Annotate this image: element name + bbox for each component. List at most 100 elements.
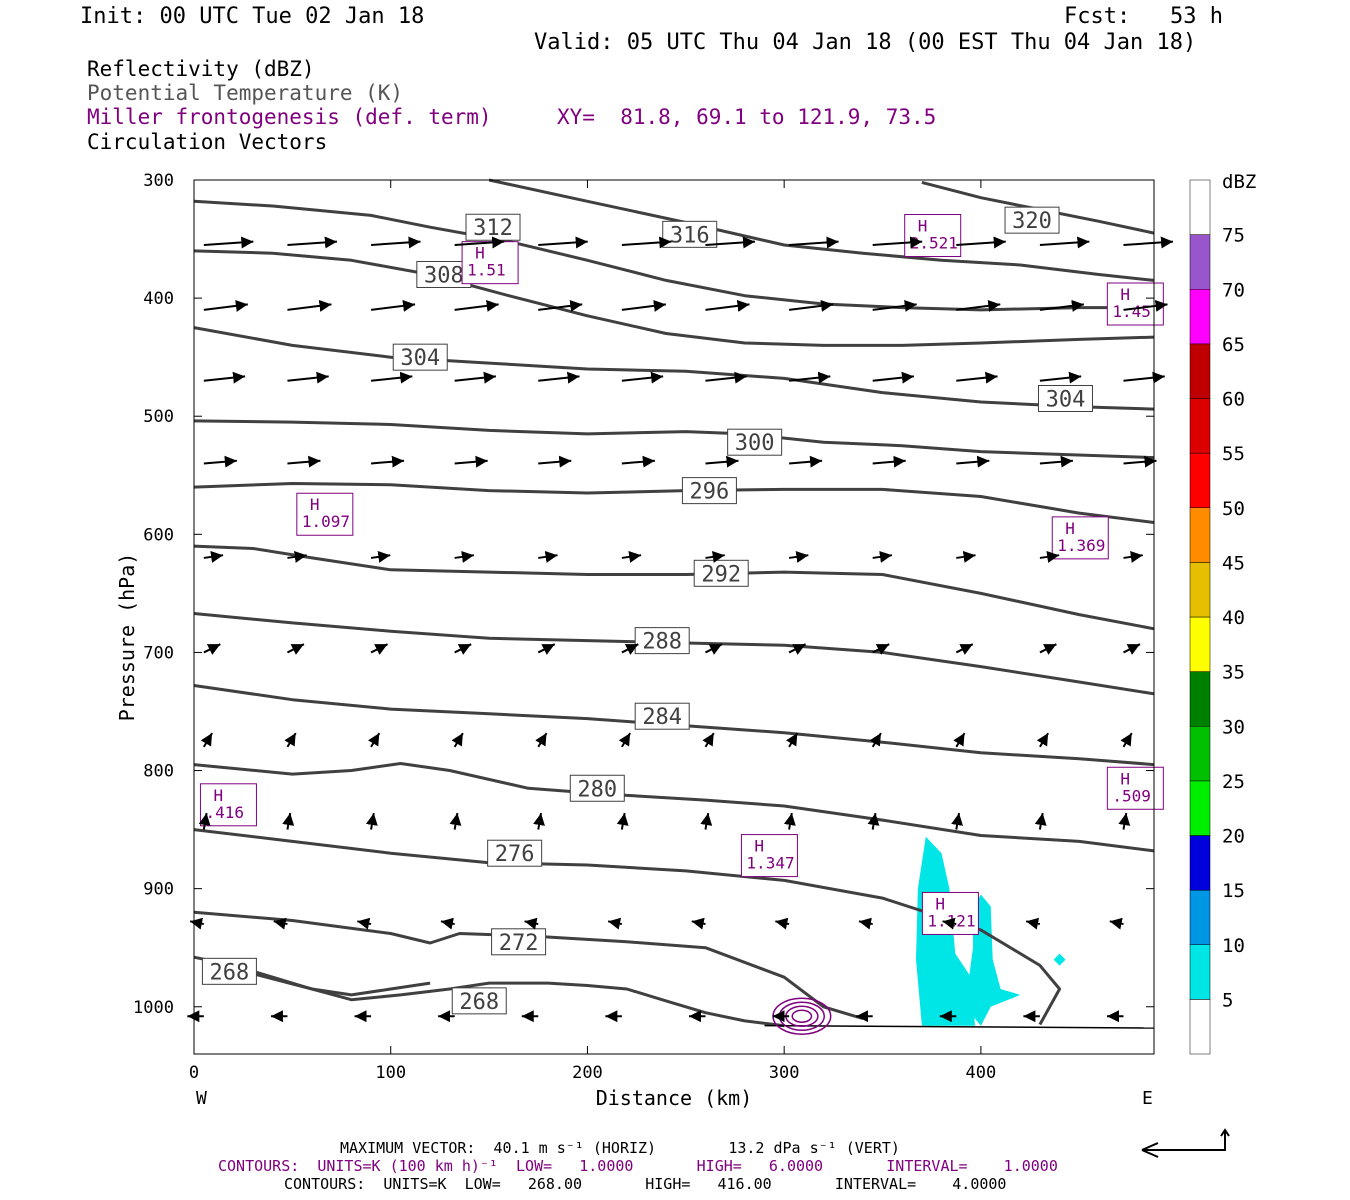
circulation-vector [956,299,1001,312]
colorbar-label: 70 [1222,279,1245,301]
theta-label-288: 288 [642,630,682,655]
y-tick-label: 600 [143,525,174,545]
circulation-vector [702,732,715,748]
colorbar-cell [1189,999,1211,1055]
circulation-vector [1039,643,1057,655]
circulation-vector [789,236,839,249]
colorbar-label: 55 [1222,443,1245,465]
colorbar-cell [1189,507,1211,563]
frontogenesis-box [740,834,798,878]
circulation-vector [621,455,655,468]
circulation-vector [691,917,706,930]
circulation-vector [1039,371,1082,384]
theta-label-box [681,477,737,505]
frontogenesis-label: .509 [1112,786,1151,805]
y-tick-label: 300 [143,171,174,191]
frontogenesis-ring-1 [785,1005,819,1027]
frontogenesis-label: H [310,495,320,514]
circulation-vector [454,371,497,384]
circulation-vector [616,812,629,830]
circulation-vector [786,732,799,748]
circulation-vector [872,550,893,563]
frontogenesis-label: H [1120,769,1130,788]
colorbar-cell [1189,398,1211,454]
circulation-vector [1039,299,1085,312]
colorbar-cell [1189,726,1211,782]
circulation-vector [287,455,321,468]
frontogenesis-box [1051,516,1109,560]
theta-label-268: 268 [210,960,250,985]
circulation-vector [618,732,631,748]
contours-purple-note: CONTOURS: UNITS=K (100 km h)⁻¹ LOW= 1.00… [218,1157,1058,1175]
colorbar-cell [1189,889,1211,945]
y-tick-label: 400 [143,289,174,309]
colorbar-label: 75 [1222,225,1245,247]
circulation-vector [783,812,796,830]
circulation-vector [454,236,505,249]
colorbar-cell [1189,671,1211,727]
circulation-vector [538,455,572,468]
circulation-vector [284,732,297,748]
circulation-vector [788,299,834,312]
circulation-vector [621,236,672,249]
circulation-vector [1120,732,1133,748]
circulation-vector [286,643,305,655]
circulation-vector [956,371,998,384]
frontogenesis-label: 1.45 [1112,302,1151,321]
circulation-vector [788,371,831,384]
x-tick-label: 200 [572,1063,603,1083]
theta-label-box [451,987,507,1015]
circulation-vector [440,917,455,930]
circulation-vector [705,299,750,312]
circulation-vector [287,550,307,563]
circulation-vector [1123,371,1165,384]
circulation-vector [454,455,488,468]
frontogenesis-label: 1.51 [467,261,506,280]
y-tick-label: 800 [143,762,174,782]
theta-label-280: 280 [577,777,617,802]
circulation-vector [1123,643,1141,655]
circulation-vector [775,917,790,930]
contours-black-note: CONTOURS: UNITS=K LOW= 268.00 HIGH= 416.… [284,1175,1007,1193]
circulation-vector [1034,812,1047,830]
circulation-vector [198,812,211,830]
circulation-vector [705,550,725,563]
colorbar-cell [1189,835,1211,891]
legend-xy: XY= 81.8, 69.1 to 121.9, 73.5 [557,105,937,129]
circulation-vector [872,236,923,249]
circulation-vector [705,455,739,468]
max-vector-note: MAXIMUM VECTOR: 40.1 m s⁻¹ (HORIZ) 13.2 … [340,1139,900,1157]
theta-label-276: 276 [495,842,535,867]
colorbar-label: 65 [1222,334,1245,356]
circulation-vector [538,371,580,384]
theta-label-box [727,428,783,456]
circulation-vector [357,917,372,930]
theta-label-box [1037,385,1093,412]
colorbar-label: 35 [1222,662,1245,684]
legend-reflectivity: Reflectivity (dBZ) [87,57,315,81]
circulation-vector [788,643,807,655]
circulation-vector [872,371,915,384]
y-tick-label: 900 [143,880,174,900]
circulation-vector [788,550,809,563]
colorbar-cell [1189,343,1211,399]
circulation-vector [942,917,957,930]
legend-theta: Potential Temperature (K) [87,81,404,105]
circulation-vector [1123,455,1157,468]
reference-vector-icon [1141,1128,1230,1158]
circulation-vector [1123,236,1174,249]
circulation-vector [370,643,388,655]
theta-label-284: 284 [642,705,682,730]
frontogenesis-box [904,214,962,258]
theta-label-box [569,774,625,802]
colorbar-label: 60 [1222,389,1245,411]
theta-contour-280-4 [193,762,1155,853]
legend-vectors: Circulation Vectors [87,130,328,154]
theta-label-308: 308 [424,263,464,288]
circulation-vector [203,299,248,312]
colorbar-label: 20 [1222,826,1245,848]
colorbar-cell [1189,780,1211,836]
circulation-vector [365,812,378,830]
theta-contour-292-7 [193,544,1155,631]
